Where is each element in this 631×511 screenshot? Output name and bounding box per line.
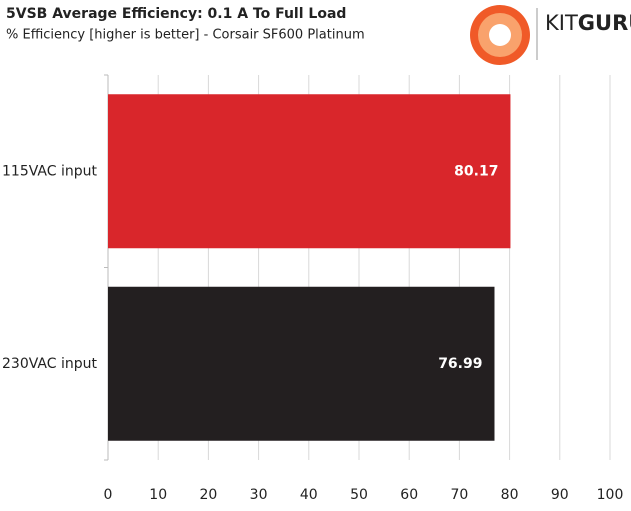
logo: KITGURU [470, 5, 631, 65]
logo-center [489, 24, 511, 46]
x-tick-label: 60 [400, 487, 418, 503]
x-tick-label: 100 [597, 487, 624, 503]
logo-text-bold: GURU [578, 11, 631, 35]
x-tick-label: 80 [501, 487, 519, 503]
value-label: 76.99 [438, 356, 482, 372]
x-tick-label: 50 [350, 487, 368, 503]
logo-text: KITGURU [545, 11, 631, 35]
logo-text-light: KIT [545, 11, 578, 35]
chart-subtitle: % Efficiency [higher is better] - Corsai… [6, 28, 365, 43]
x-tick-label: 30 [250, 487, 268, 503]
y-tick-label: 230VAC input [2, 356, 97, 372]
x-tick-label: 90 [551, 487, 569, 503]
y-tick-label: 115VAC input [2, 163, 97, 179]
x-tick-label: 40 [300, 487, 318, 503]
bar [108, 286, 495, 441]
bar [108, 94, 511, 249]
x-tick-label: 0 [104, 487, 113, 503]
x-tick-label: 20 [199, 487, 217, 503]
chart-title: 5VSB Average Efficiency: 0.1 A To Full L… [6, 6, 346, 22]
x-tick-label: 10 [149, 487, 167, 503]
x-tick-label: 70 [450, 487, 468, 503]
value-label: 80.17 [454, 163, 498, 179]
